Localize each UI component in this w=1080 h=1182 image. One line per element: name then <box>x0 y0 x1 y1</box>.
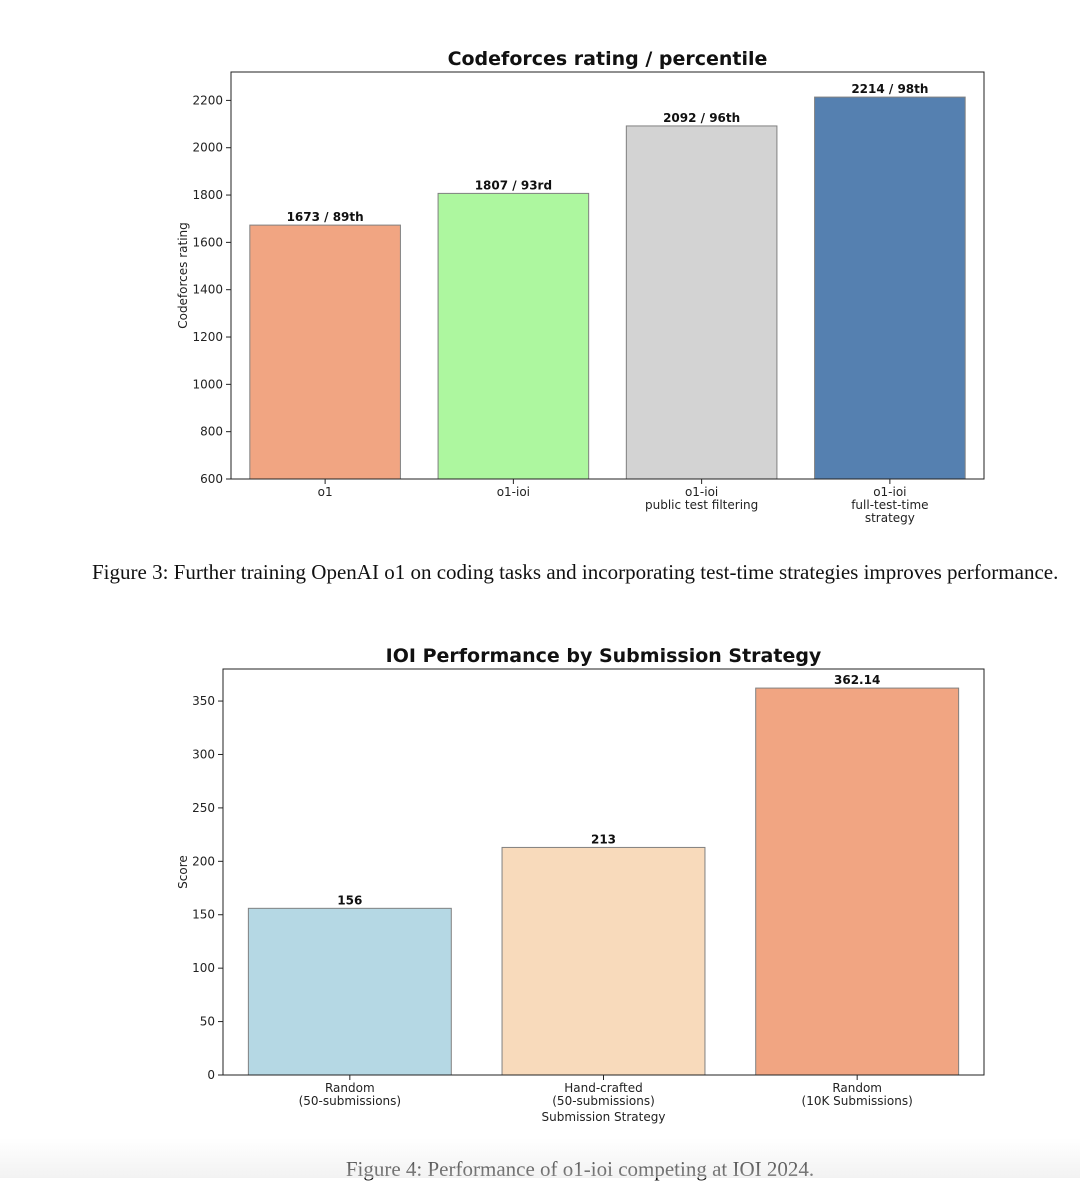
x-tick-label: o1-ioi <box>497 485 530 499</box>
y-axis-label: Score <box>176 855 190 889</box>
y-tick-label: 300 <box>192 747 215 761</box>
x-tick-label: o1-ioi <box>685 485 718 499</box>
y-tick-label: 100 <box>192 961 215 975</box>
y-tick-label: 1800 <box>192 188 223 202</box>
x-tick-label: (50-submissions) <box>299 1094 402 1108</box>
y-tick-label: 1200 <box>192 330 223 344</box>
bar-value-label: 1807 / 93rd <box>475 178 552 192</box>
x-tick-label: full-test-time <box>851 498 928 512</box>
bar-value-label: 362.14 <box>834 673 880 687</box>
chart-title: Codeforces rating / percentile <box>448 48 768 70</box>
y-tick-label: 1400 <box>192 283 223 297</box>
y-tick-label: 350 <box>192 694 215 708</box>
y-tick-label: 250 <box>192 801 215 815</box>
ioi-chart: IOI Performance by Submission Strategy 0 5… <box>176 645 985 1124</box>
x-tick-label: (50-submissions) <box>552 1094 655 1108</box>
y-tick-label: 800 <box>200 425 223 439</box>
bar <box>249 224 401 480</box>
y-tick-label: 0 <box>207 1068 215 1082</box>
plot-frame <box>222 668 985 1076</box>
x-tick-label: (10K Submissions) <box>802 1094 913 1108</box>
bar <box>755 687 960 1076</box>
y-tick-label: 150 <box>192 908 215 922</box>
bar <box>814 96 966 480</box>
figure-4-caption: Figure 4: Performance of o1-ioi competin… <box>345 1157 815 1181</box>
x-tick-label: o1-ioi <box>873 485 906 499</box>
chart-title: IOI Performance by Submission Strategy <box>386 645 822 667</box>
y-tick-label: 1000 <box>192 377 223 391</box>
bar-value-label: 1673 / 89th <box>287 210 364 224</box>
y-tick-label: 600 <box>200 472 223 486</box>
codeforces-chart: Codeforces rating / percentile 600 800 1000… <box>176 48 985 525</box>
bar <box>437 192 590 480</box>
x-tick-label: strategy <box>865 511 915 525</box>
y-axis-label: Codeforces rating <box>176 222 190 329</box>
x-tick-label: Hand-crafted <box>564 1081 643 1095</box>
y-tick-label: 200 <box>192 854 215 868</box>
y-tick-label: 2200 <box>192 93 223 107</box>
x-tick-label: o1 <box>318 485 333 499</box>
x-axis-label: Submission Strategy <box>542 1110 666 1124</box>
figure-3-caption: Figure 3: Further training OpenAI o1 on … <box>92 560 1059 584</box>
bar-value-label: 2214 / 98th <box>851 82 928 96</box>
x-tick-label: Random <box>832 1081 882 1095</box>
bar <box>501 846 706 1076</box>
x-tick-label: public test filtering <box>645 498 758 512</box>
bar <box>625 125 778 480</box>
bar <box>247 907 452 1076</box>
bar-value-label: 156 <box>337 893 362 907</box>
y-tick-label: 2000 <box>192 141 223 155</box>
bar-value-label: 213 <box>591 832 616 846</box>
y-tick-label: 50 <box>200 1015 215 1029</box>
y-tick-label: 1600 <box>192 235 223 249</box>
plot-frame <box>230 71 985 480</box>
x-tick-label: Random <box>325 1081 375 1095</box>
bar-value-label: 2092 / 96th <box>663 111 740 125</box>
